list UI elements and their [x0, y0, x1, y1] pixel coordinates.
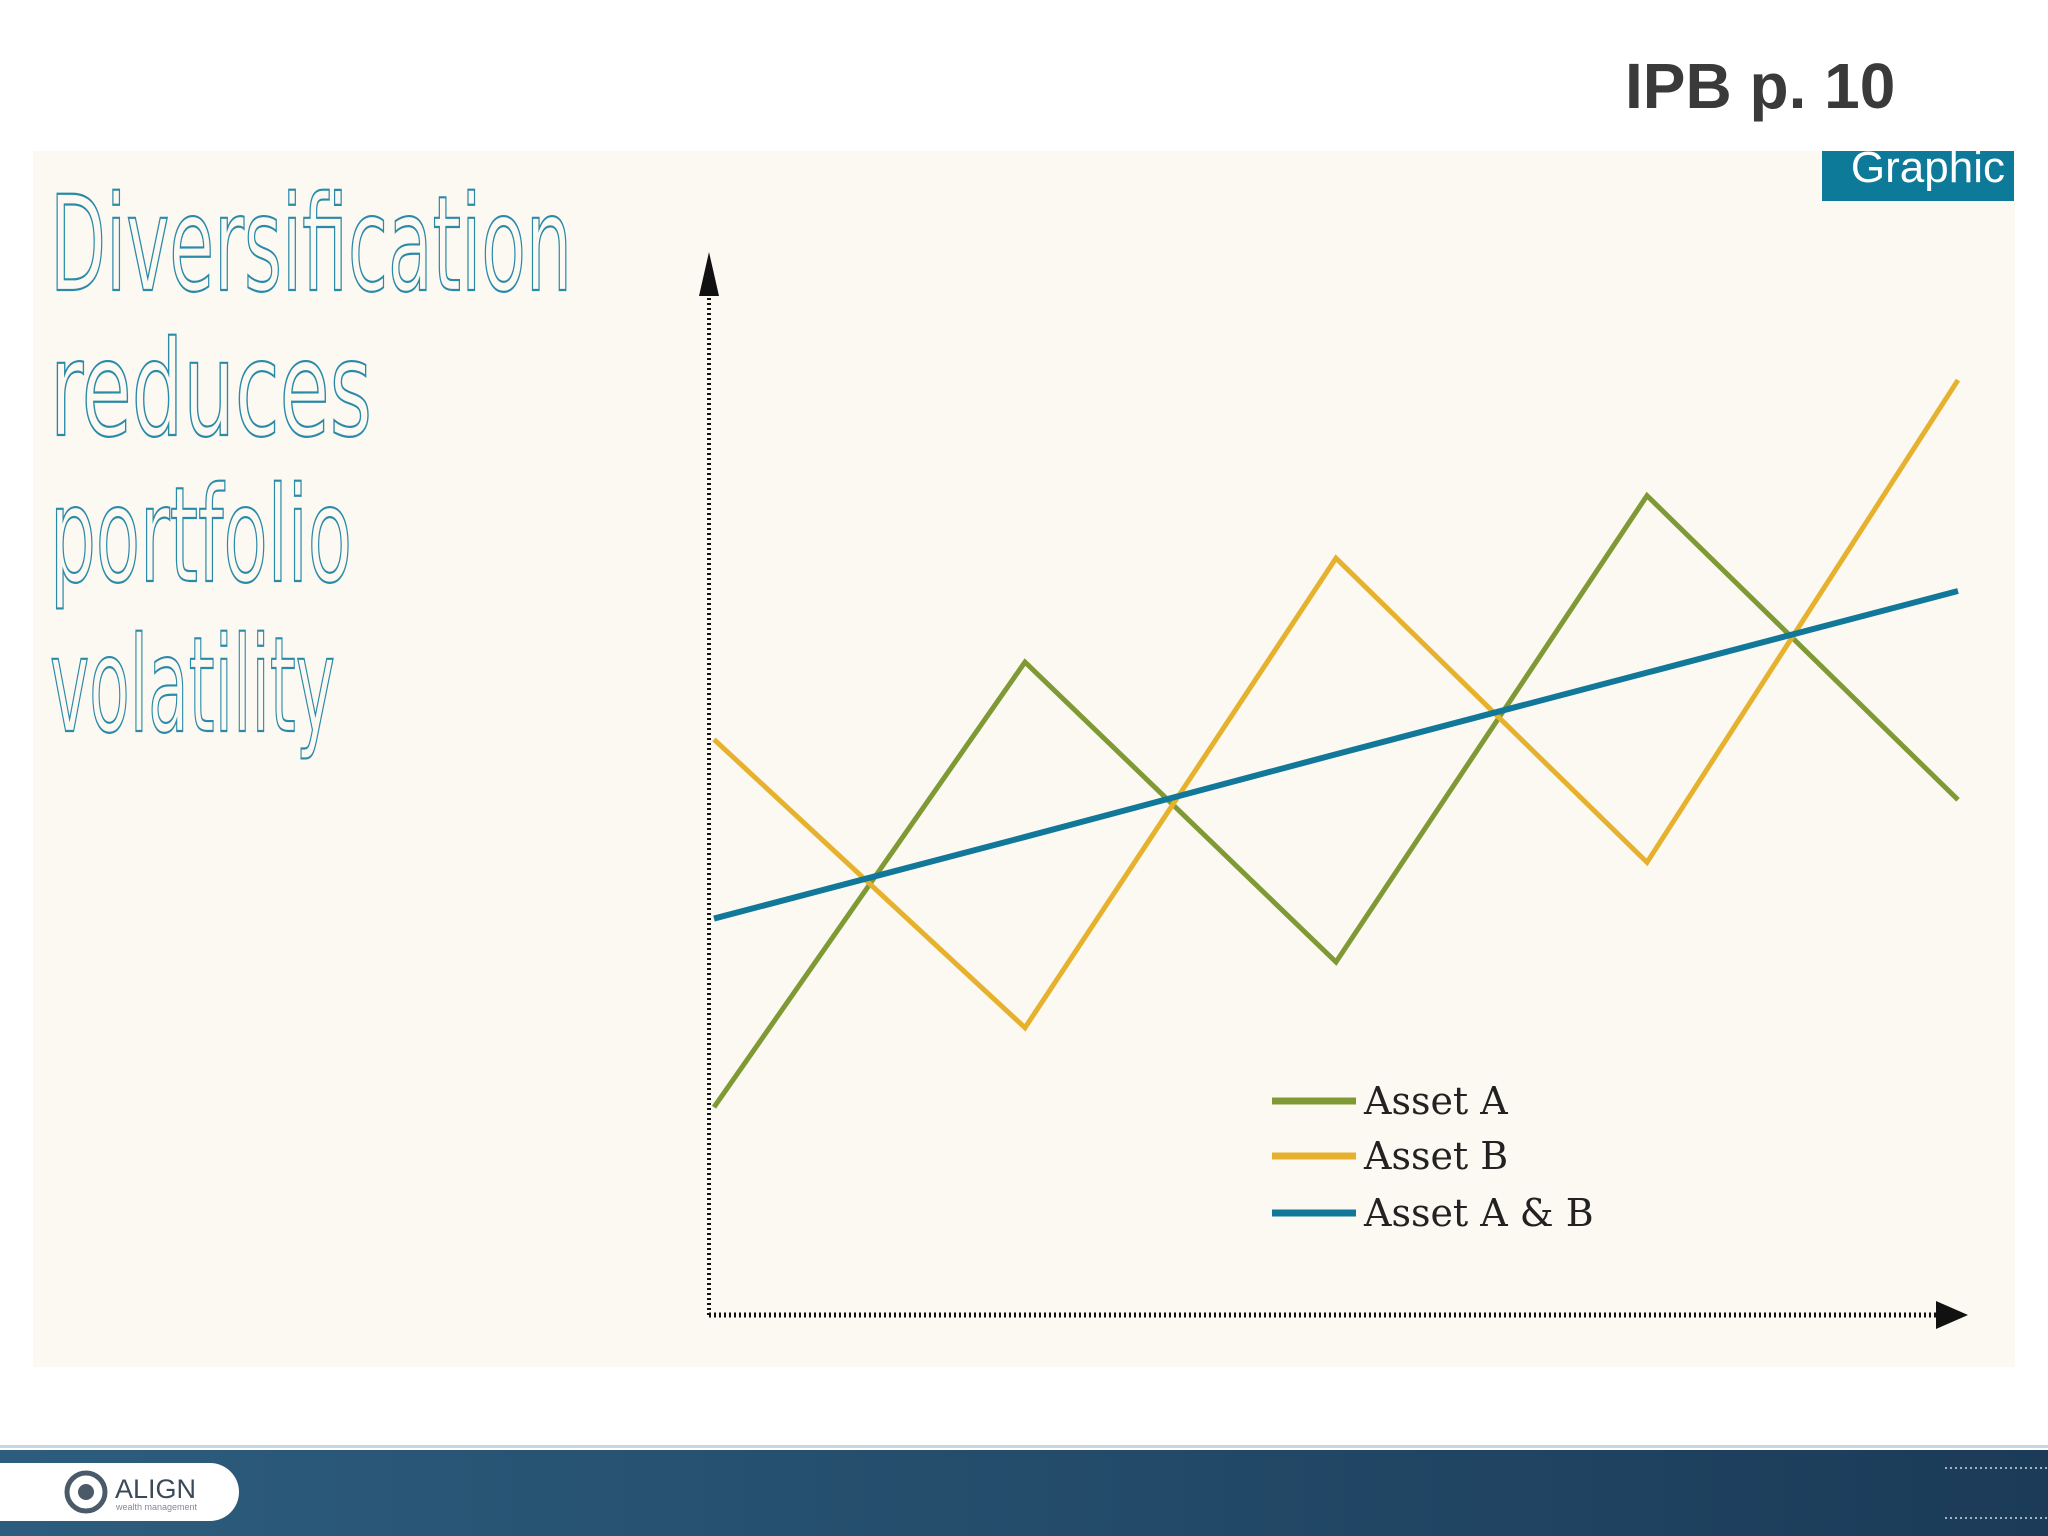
legend-label: Asset B [1363, 1134, 1508, 1178]
x-arrow [1936, 1301, 1968, 1329]
title-line: Diversification [50, 168, 572, 322]
logo-subtext: wealth management [115, 1502, 198, 1512]
series-line [713, 588, 1959, 922]
axes [699, 252, 1968, 1329]
title-line: volatility [50, 609, 335, 763]
y-arrow [699, 252, 719, 296]
series-line [711, 491, 1960, 1109]
legend-label: Asset A & B [1363, 1191, 1594, 1235]
tab [1822, 151, 2014, 201]
logo-text: ALIGN [115, 1474, 196, 1504]
title-line: reduces [50, 313, 372, 467]
panel [33, 151, 2015, 1367]
footer-rule [0, 1445, 2048, 1448]
tab-label: Graphic [1851, 143, 2005, 192]
legend-label: Asset A [1363, 1079, 1508, 1123]
logo-pill [0, 1463, 239, 1521]
logo-icon-dot [78, 1484, 94, 1500]
series-line [712, 378, 1961, 1032]
title-line: portfolio [50, 459, 352, 613]
logo-icon [64, 1470, 108, 1514]
page-ref: IPB p. 10 [1625, 50, 1895, 122]
footer [0, 1450, 2048, 1536]
